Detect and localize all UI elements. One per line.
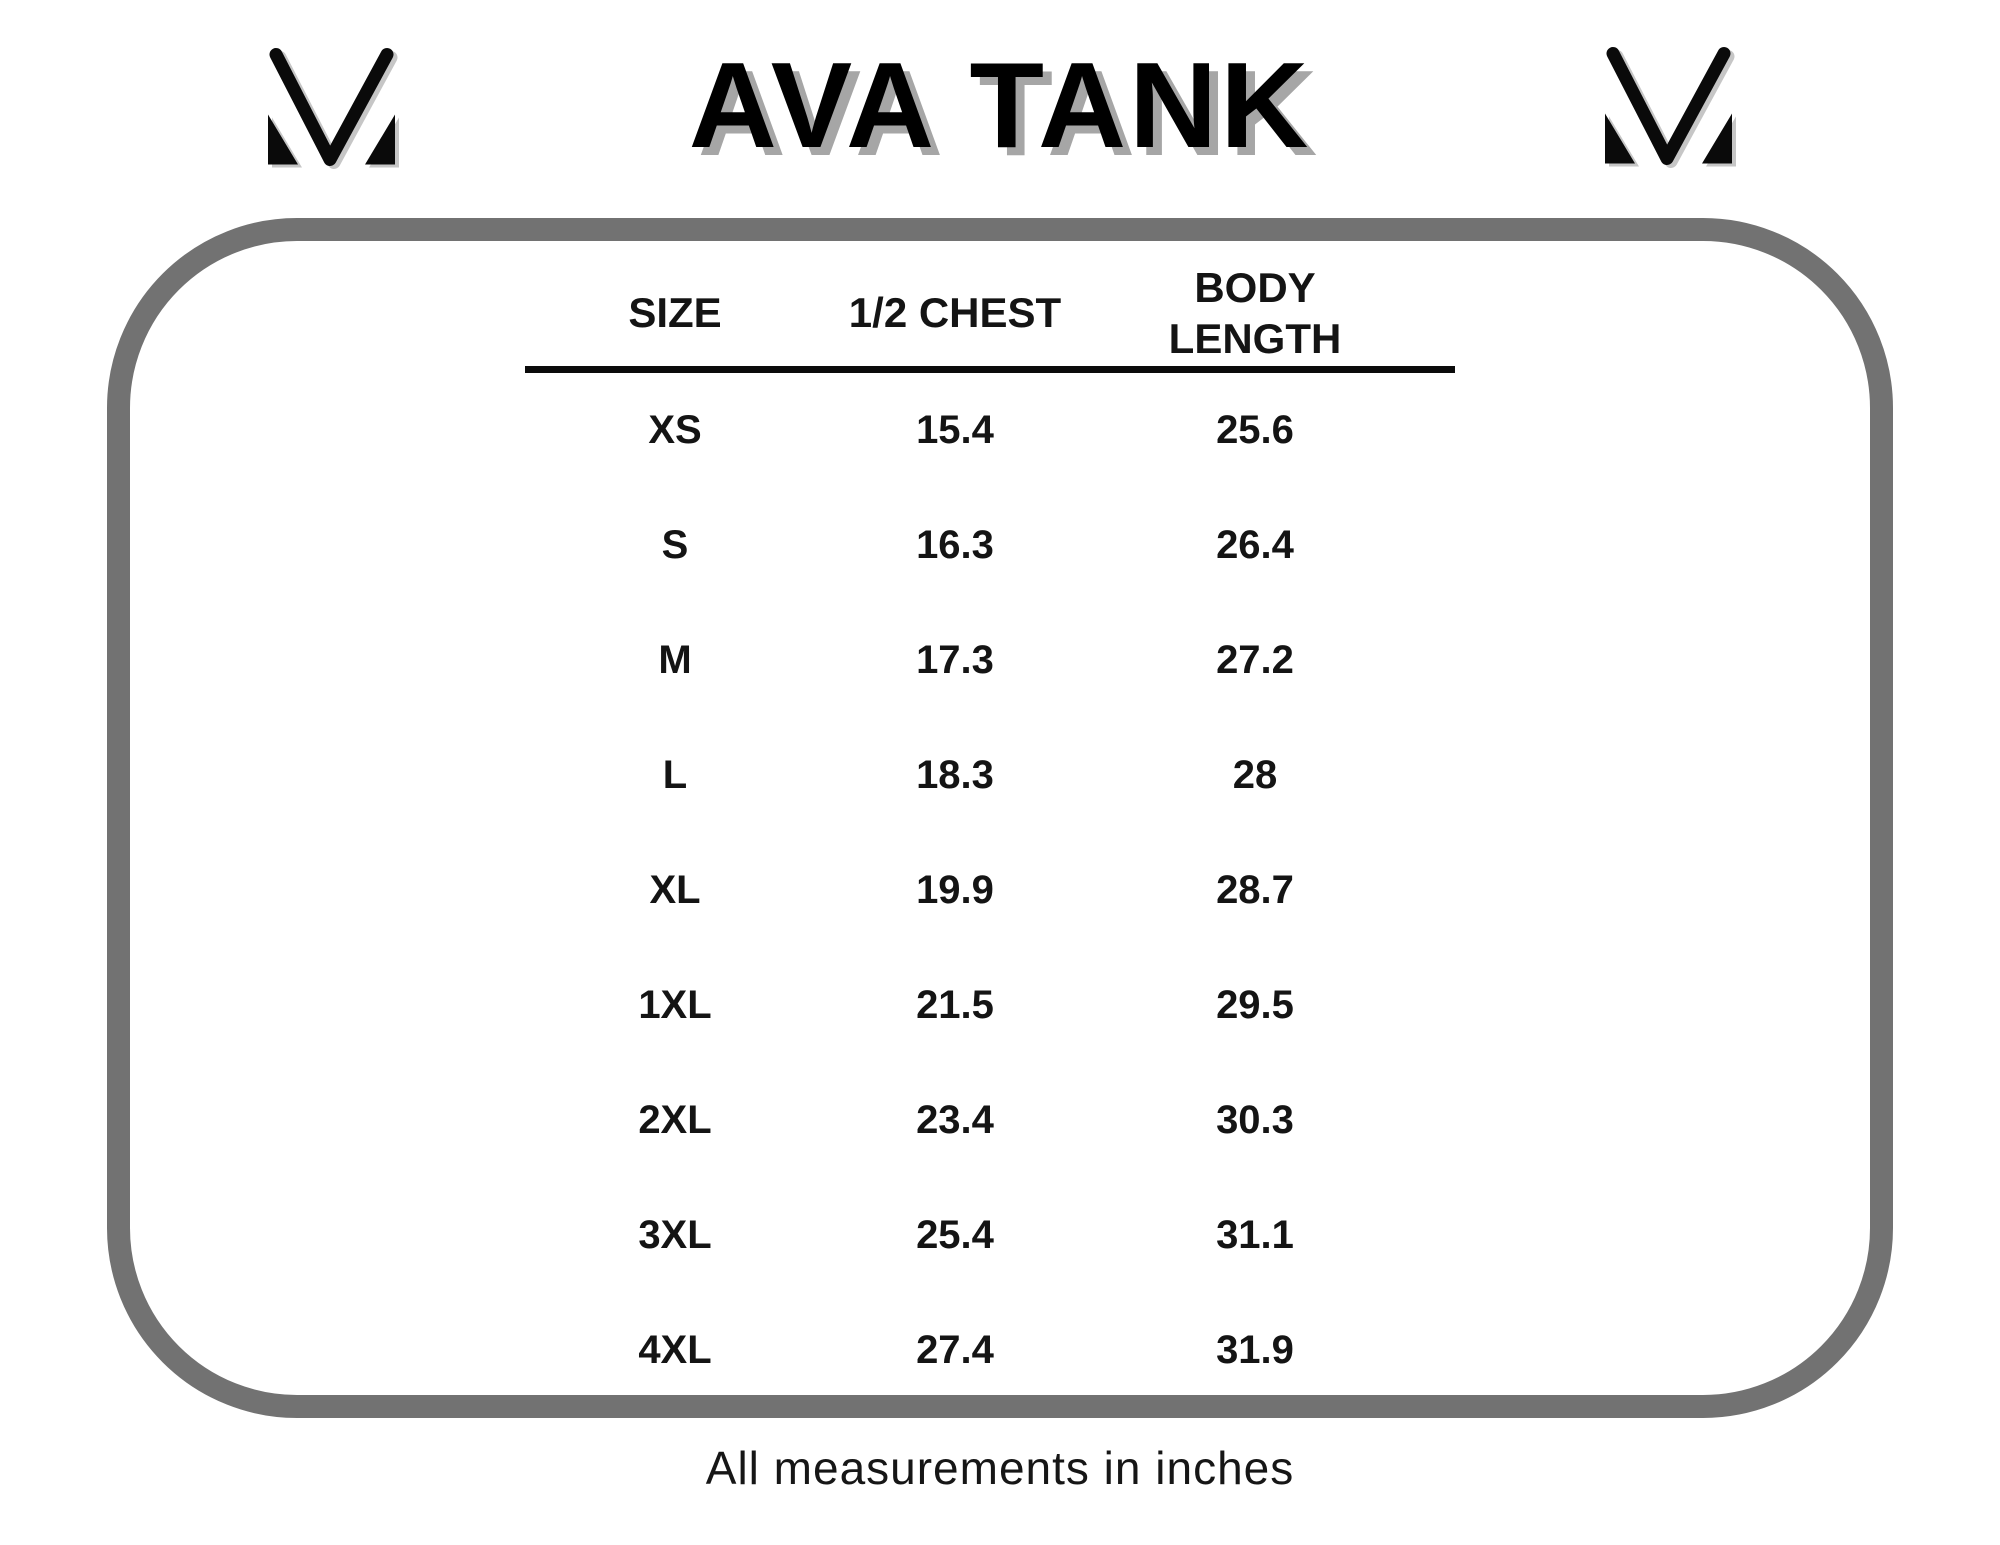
column-header-size: SIZE <box>628 289 722 337</box>
table-row: 4XL 27.4 31.9 <box>525 1293 1455 1408</box>
size-cell: 4XL <box>638 1328 712 1372</box>
body-length-cell: 27.2 <box>1216 638 1294 682</box>
table-row: 1XL 21.5 29.5 <box>525 948 1455 1063</box>
body-length-cell: 29.5 <box>1216 983 1294 1027</box>
table-row: 2XL 23.4 30.3 <box>525 1063 1455 1178</box>
half-chest-cell: 17.3 <box>916 638 994 682</box>
size-cell: L <box>662 753 688 797</box>
brand-logo-left <box>268 47 395 173</box>
mv-monogram-icon <box>268 48 395 166</box>
table-row: XL 19.9 28.7 <box>525 833 1455 948</box>
half-chest-cell: 23.4 <box>916 1098 994 1142</box>
chart-frame <box>107 218 1893 1418</box>
body-length-cell: 31.1 <box>1216 1213 1294 1257</box>
table-row: 3XL 25.4 31.1 <box>525 1178 1455 1293</box>
size-cell: 3XL <box>638 1213 712 1257</box>
size-cell: M <box>658 638 692 682</box>
page-title: AVA TANK <box>688 37 1312 173</box>
size-cell: 2XL <box>638 1098 712 1142</box>
body-length-cell: 28.7 <box>1216 868 1294 912</box>
half-chest-cell: 27.4 <box>916 1328 994 1372</box>
half-chest-cell: 25.4 <box>916 1213 994 1257</box>
half-chest-cell: 16.3 <box>916 523 994 567</box>
body-length-cell: 31.9 <box>1216 1328 1294 1372</box>
size-cell: 1XL <box>638 983 712 1027</box>
column-header-body-length: BODY LENGTH <box>1168 263 1342 362</box>
size-cell: S <box>661 523 689 567</box>
body-length-cell: 26.4 <box>1216 523 1294 567</box>
body-length-cell: 25.6 <box>1216 408 1294 452</box>
table-row: XS 15.4 25.6 <box>525 373 1455 488</box>
half-chest-cell: 19.9 <box>916 868 994 912</box>
half-chest-cell: 18.3 <box>916 753 994 797</box>
size-table: SIZE 1/2 CHEST BODY LENGTH XS 15.4 25.6 … <box>525 250 1455 1408</box>
half-chest-cell: 21.5 <box>916 983 994 1027</box>
brand-logo-right <box>1605 46 1732 172</box>
table-header-row: SIZE 1/2 CHEST BODY LENGTH <box>525 250 1455 366</box>
body-length-cell: 30.3 <box>1216 1098 1294 1142</box>
half-chest-cell: 15.4 <box>916 408 994 452</box>
header-underline <box>525 366 1455 373</box>
table-row: L 18.3 28 <box>525 718 1455 833</box>
table-row: M 17.3 27.2 <box>525 603 1455 718</box>
measurements-note: All measurements in inches <box>705 1442 1295 1494</box>
column-header-half-chest: 1/2 CHEST <box>848 289 1062 337</box>
table-row: S 16.3 26.4 <box>525 488 1455 603</box>
mv-monogram-icon <box>1605 47 1732 165</box>
size-cell: XS <box>648 408 702 452</box>
body-length-cell: 28 <box>1232 753 1278 797</box>
size-cell: XL <box>649 868 701 912</box>
